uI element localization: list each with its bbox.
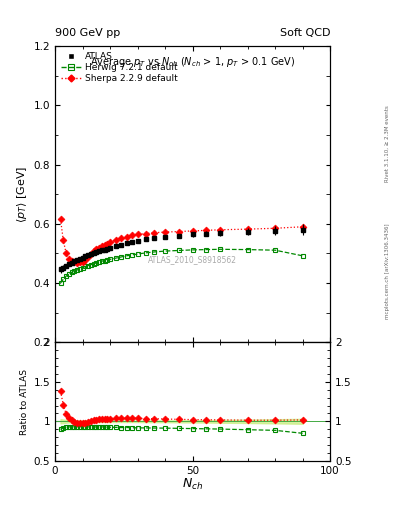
Text: mcplots.cern.ch [arXiv:1306.3436]: mcplots.cern.ch [arXiv:1306.3436] — [385, 224, 389, 319]
Text: Soft QCD: Soft QCD — [280, 28, 330, 38]
Y-axis label: $\langle p_T \rangle$ [GeV]: $\langle p_T \rangle$ [GeV] — [15, 165, 29, 223]
Text: Rivet 3.1.10, ≥ 2.3M events: Rivet 3.1.10, ≥ 2.3M events — [385, 105, 389, 182]
Text: ATLAS_2010_S8918562: ATLAS_2010_S8918562 — [148, 255, 237, 264]
X-axis label: $N_{ch}$: $N_{ch}$ — [182, 477, 203, 492]
Text: Average $p_{T}$ vs $N_{ch}$ ($N_{ch}$ > 1, $p_{T}$ > 0.1 GeV): Average $p_{T}$ vs $N_{ch}$ ($N_{ch}$ > … — [90, 55, 295, 69]
Text: 900 GeV pp: 900 GeV pp — [55, 28, 120, 38]
Y-axis label: Ratio to ATLAS: Ratio to ATLAS — [20, 369, 29, 435]
Legend: ATLAS, Herwig 7.2.1 default, Sherpa 2.2.9 default: ATLAS, Herwig 7.2.1 default, Sherpa 2.2.… — [59, 51, 179, 85]
